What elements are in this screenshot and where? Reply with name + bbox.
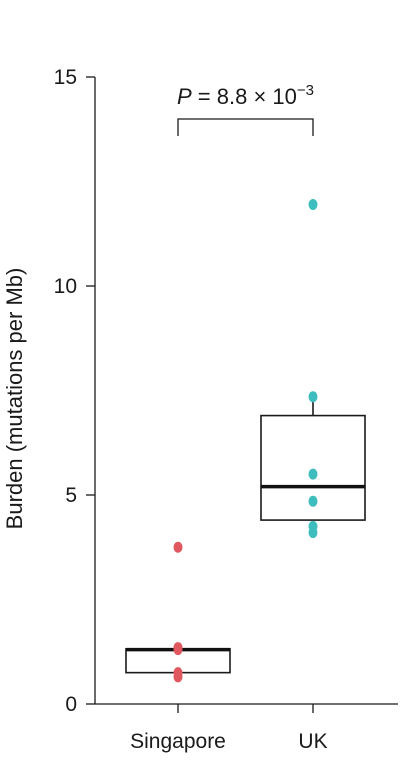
y-tick-label: 0 bbox=[65, 693, 77, 716]
y-tick-label: 5 bbox=[65, 484, 77, 507]
y-tick-label: 15 bbox=[54, 66, 77, 89]
data-point-uk bbox=[308, 391, 318, 403]
data-points bbox=[173, 198, 318, 683]
data-point-uk bbox=[308, 495, 318, 507]
data-point-uk bbox=[308, 527, 318, 539]
data-point-uk bbox=[308, 198, 318, 210]
y-axis-label: Burden (mutations per Mb) bbox=[2, 268, 27, 530]
data-point-singapore bbox=[173, 671, 183, 683]
y-tick-label: 10 bbox=[54, 275, 77, 298]
p-value-text: = 8.8 × 10 bbox=[192, 84, 297, 109]
data-point-uk bbox=[308, 468, 318, 480]
x-tick-label-singapore: Singapore bbox=[130, 730, 226, 753]
significance-bracket bbox=[177, 118, 314, 136]
p-symbol: P bbox=[177, 84, 192, 109]
axes: 0 5 10 15 Burden (mutations per Mb) Singapore… bbox=[2, 66, 398, 753]
boxes bbox=[125, 396, 366, 674]
p-value-exponent: −3 bbox=[297, 82, 314, 99]
x-tick-label-uk: UK bbox=[298, 730, 327, 753]
data-point-singapore bbox=[173, 541, 183, 553]
significance-annotation: P = 8.8 × 10−3 bbox=[177, 82, 314, 136]
data-point-singapore bbox=[173, 644, 183, 656]
p-value-label: P = 8.8 × 10−3 bbox=[177, 82, 314, 109]
